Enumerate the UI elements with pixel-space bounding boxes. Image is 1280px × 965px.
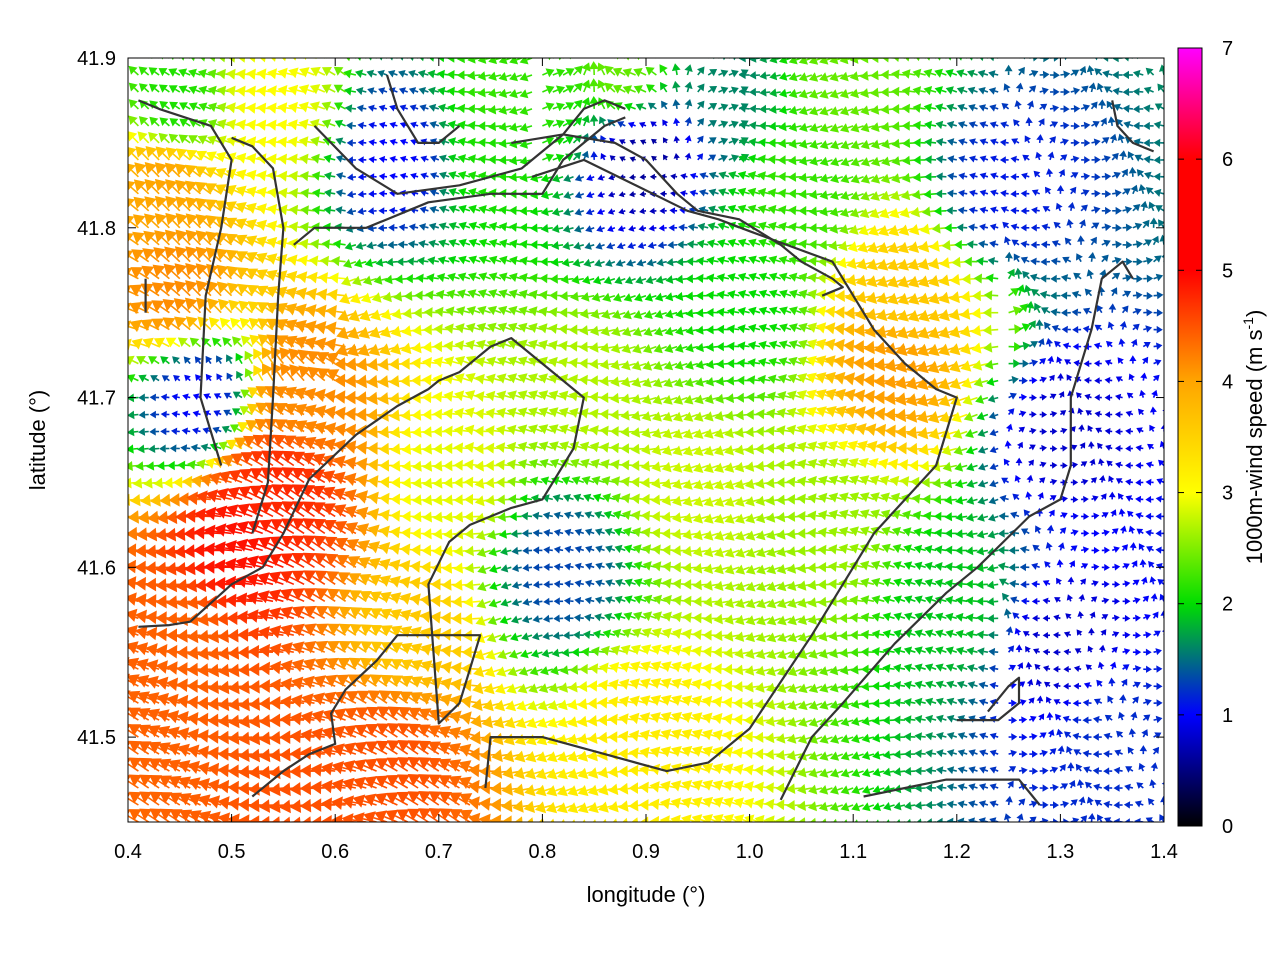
colorbar-tick-label: 6 [1222, 149, 1233, 171]
colorbar-tick-label: 3 [1222, 483, 1233, 505]
y-tick-label: 41.5 [77, 727, 116, 749]
x-tick-label: 1.2 [943, 841, 971, 863]
colorbar-tick-label: 1 [1222, 705, 1233, 727]
y-tick-label: 41.6 [77, 557, 116, 579]
x-tick-label: 0.4 [114, 841, 142, 863]
colorbar-tick-label: 7 [1222, 38, 1233, 60]
colorbar-tick-label: 0 [1222, 816, 1233, 838]
x-tick-label: 1.3 [1046, 841, 1074, 863]
y-axis-label: latitude (°) [25, 390, 50, 491]
x-tick-label: 0.8 [528, 841, 556, 863]
x-axis-label: longitude (°) [587, 882, 706, 907]
x-tick-label: 1.0 [736, 841, 764, 863]
y-tick-label: 41.7 [77, 388, 116, 410]
colorbar [1178, 48, 1202, 826]
x-tick-label: 1.4 [1150, 841, 1178, 863]
x-tick-label: 0.6 [321, 841, 349, 863]
x-tick-label: 0.9 [632, 841, 660, 863]
colorbar-tick-label: 2 [1222, 594, 1233, 616]
x-tick-label: 0.7 [425, 841, 453, 863]
colorbar-tick-label: 5 [1222, 260, 1233, 282]
colorbar-tick-label: 4 [1222, 371, 1233, 393]
x-tick-label: 1.1 [839, 841, 867, 863]
colorbar-label: 1000m-wind speed (m s-1) [1240, 310, 1267, 565]
y-tick-label: 41.9 [77, 48, 116, 70]
y-tick-label: 41.8 [77, 218, 116, 240]
x-tick-label: 0.5 [218, 841, 246, 863]
